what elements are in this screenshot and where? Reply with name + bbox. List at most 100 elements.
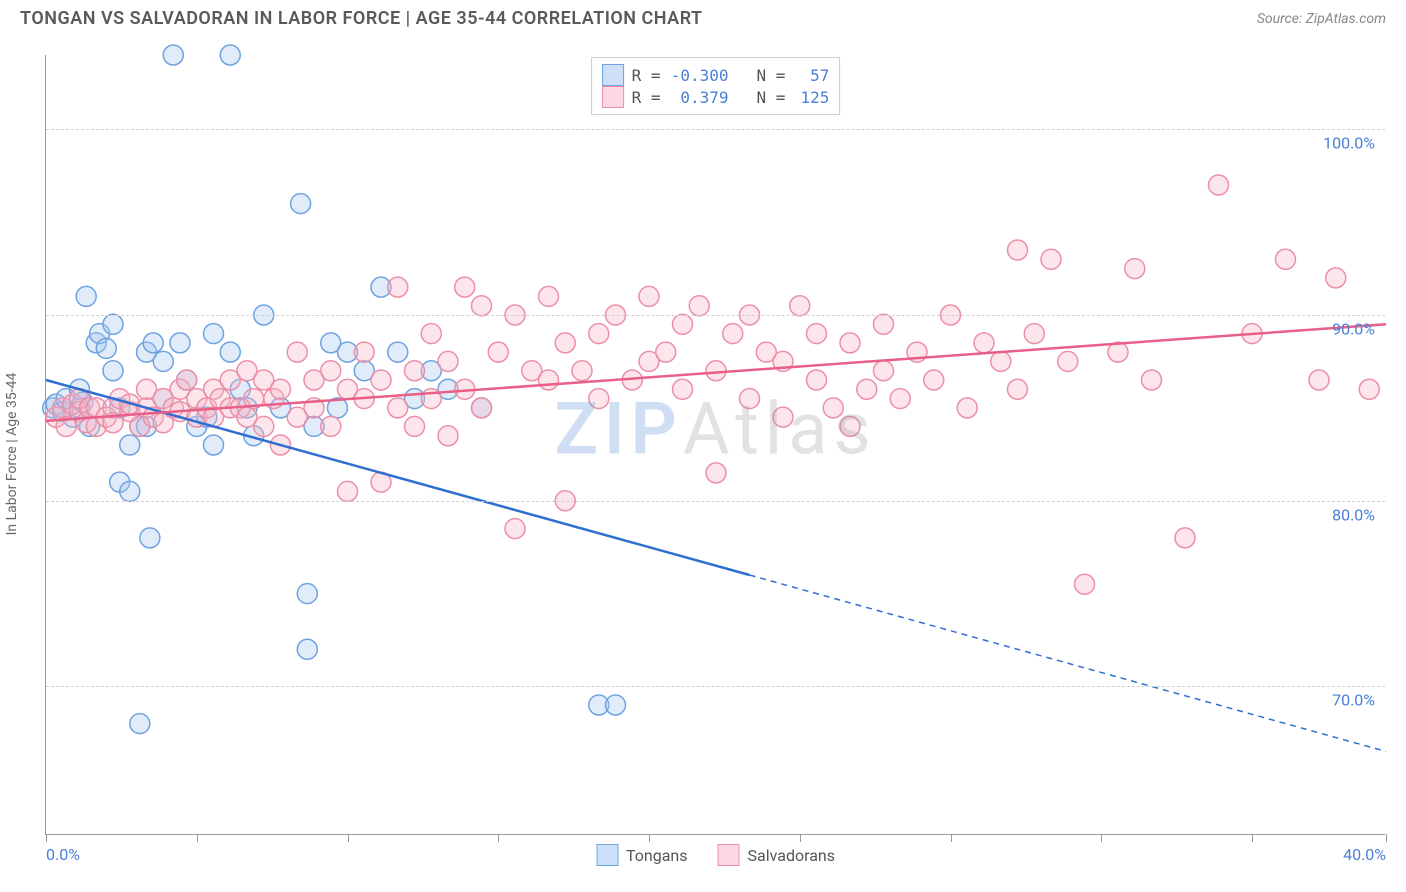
legend-r-value: -0.300 [669, 66, 729, 85]
data-point [438, 426, 458, 446]
data-point [153, 351, 173, 371]
legend-row: R = -0.300 N = 57 [602, 64, 830, 86]
data-point [1326, 268, 1346, 288]
legend-swatch [718, 844, 740, 866]
data-point [170, 333, 190, 353]
data-point [388, 398, 408, 418]
data-point [438, 351, 458, 371]
x-tick [348, 834, 349, 842]
data-point [639, 286, 659, 306]
gridline [46, 129, 1385, 130]
data-point [421, 324, 441, 344]
data-point [606, 695, 626, 715]
data-point [405, 361, 425, 381]
x-tick [197, 834, 198, 842]
legend-series-label: Salvadorans [748, 846, 835, 865]
legend-swatch [602, 64, 624, 86]
legend-n-label: N = [757, 88, 786, 107]
data-point [103, 314, 123, 334]
data-point [143, 333, 163, 353]
legend-n-label: N = [757, 66, 786, 85]
legend-series-item: Salvadorans [718, 844, 835, 866]
legend-r-label: R = [632, 66, 661, 85]
gridline [46, 501, 1385, 502]
source-attribution: Source: ZipAtlas.com [1257, 11, 1386, 27]
legend-series-item: Tongans [596, 844, 688, 866]
legend-series-label: Tongans [626, 846, 688, 865]
data-point [555, 333, 575, 353]
data-point [807, 324, 827, 344]
data-point [689, 296, 709, 316]
data-point [254, 416, 274, 436]
data-point [321, 416, 341, 436]
data-point [472, 296, 492, 316]
data-point [1008, 379, 1028, 399]
x-tick [1101, 834, 1102, 842]
y-axis-label: In Labor Force | Age 35-44 [4, 373, 20, 536]
data-point [204, 324, 224, 344]
data-point [297, 639, 317, 659]
data-point [455, 277, 475, 297]
data-point [405, 416, 425, 436]
data-point [1142, 370, 1162, 390]
data-point [1058, 351, 1078, 371]
data-point [291, 194, 311, 214]
data-point [723, 324, 743, 344]
data-point [321, 361, 341, 381]
data-point [1359, 379, 1379, 399]
legend-n-value: 125 [793, 88, 829, 107]
data-point [840, 416, 860, 436]
legend-n-value: 57 [793, 66, 829, 85]
series-legend: Tongans Salvadorans [596, 844, 835, 866]
data-point [1075, 574, 1095, 594]
data-point [388, 342, 408, 362]
data-point [823, 398, 843, 418]
data-point [177, 370, 197, 390]
data-point [354, 342, 374, 362]
data-point [874, 314, 894, 334]
legend-swatch [602, 86, 624, 108]
x-tick [498, 834, 499, 842]
data-point [1024, 324, 1044, 344]
data-point [673, 314, 693, 334]
data-point [220, 45, 240, 65]
x-tick [46, 834, 47, 842]
scatter-plot-svg [46, 55, 1385, 834]
y-tick-label: 90.0% [1332, 320, 1375, 339]
data-point [539, 370, 559, 390]
data-point [1041, 249, 1061, 269]
y-tick-label: 80.0% [1332, 505, 1375, 524]
data-point [706, 361, 726, 381]
data-point [472, 398, 492, 418]
data-point [589, 324, 609, 344]
data-point [1309, 370, 1329, 390]
gridline [46, 686, 1385, 687]
data-point [673, 379, 693, 399]
data-point [120, 481, 140, 501]
data-point [790, 296, 810, 316]
data-point [740, 389, 760, 409]
data-point [656, 342, 676, 362]
chart-title: TONGAN VS SALVADORAN IN LABOR FORCE | AG… [20, 8, 703, 29]
data-point [1209, 175, 1229, 195]
data-point [388, 277, 408, 297]
data-point [505, 519, 525, 539]
data-point [1008, 240, 1028, 260]
data-point [76, 286, 96, 306]
x-tick [1252, 834, 1253, 842]
data-point [1276, 249, 1296, 269]
legend-swatch [596, 844, 618, 866]
data-point [773, 407, 793, 427]
x-tick [951, 834, 952, 842]
data-point [539, 286, 559, 306]
x-tick [1386, 834, 1387, 842]
x-tick-label: 0.0% [46, 845, 80, 864]
data-point [957, 398, 977, 418]
data-point [1125, 259, 1145, 279]
data-point [706, 463, 726, 483]
data-point [572, 361, 592, 381]
y-tick-label: 70.0% [1332, 691, 1375, 710]
data-point [924, 370, 944, 390]
data-point [589, 389, 609, 409]
data-point [974, 333, 994, 353]
